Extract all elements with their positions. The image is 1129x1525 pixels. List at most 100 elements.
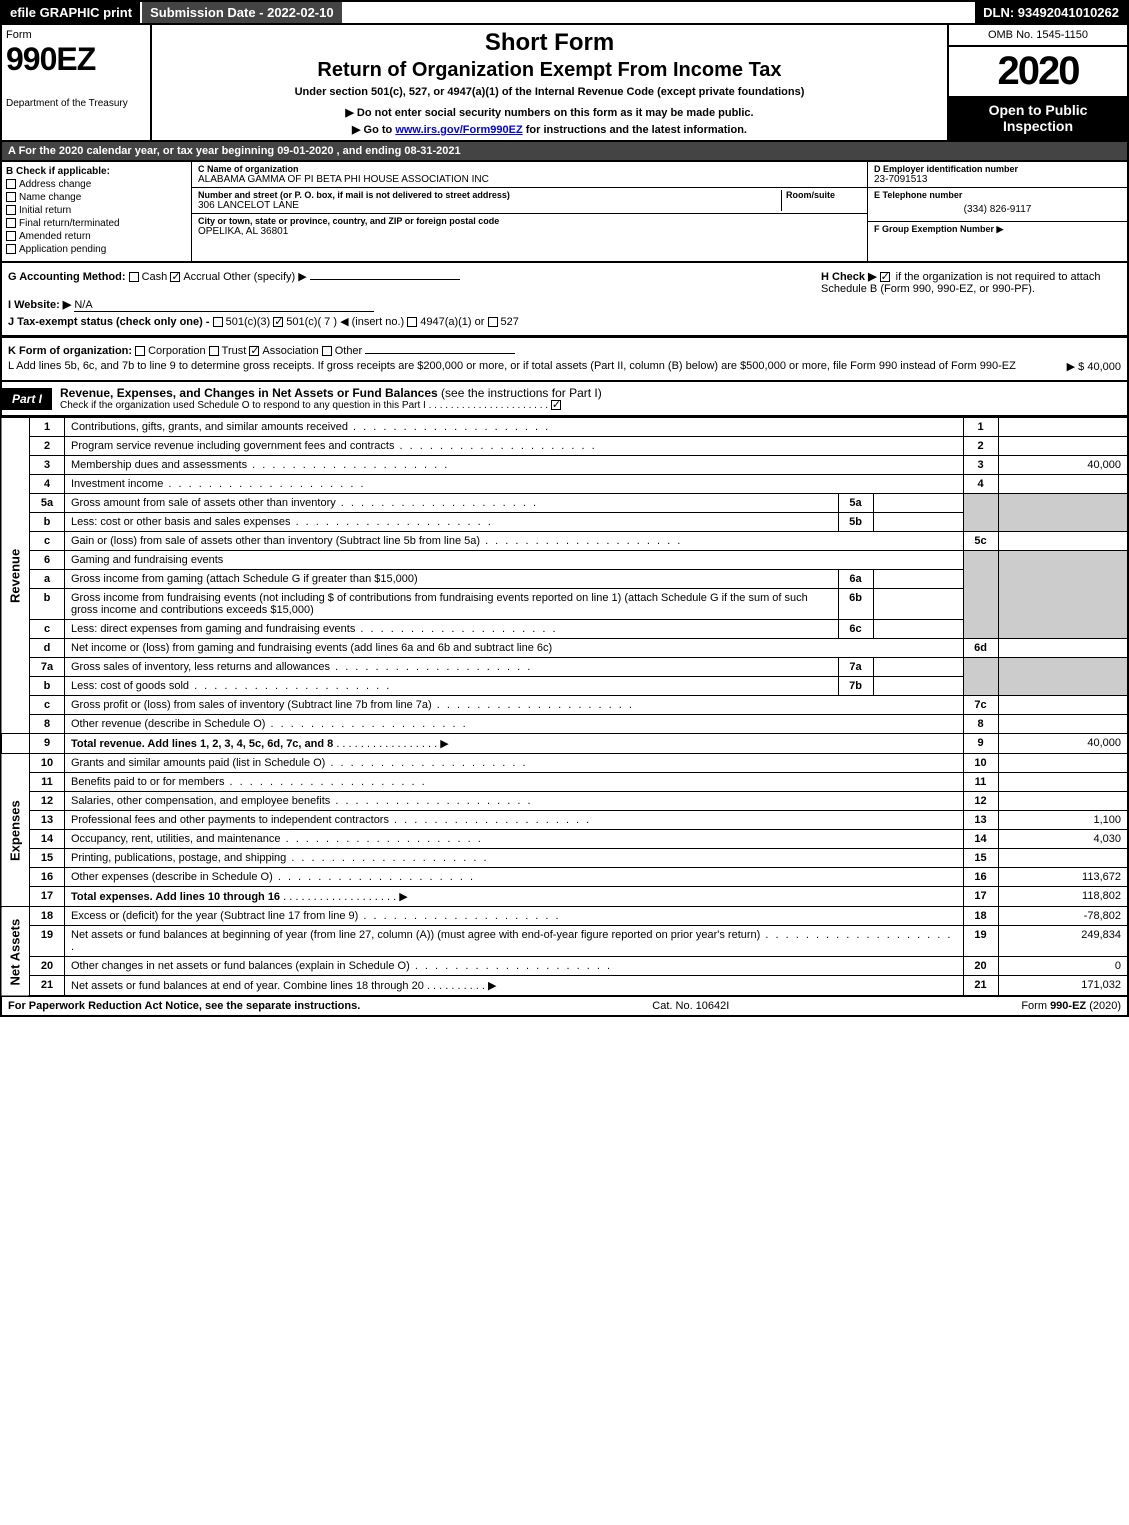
irs-link[interactable]: www.irs.gov/Form990EZ [395, 124, 522, 136]
table-row: 5aGross amount from sale of assets other… [1, 494, 1128, 513]
table-row: bLess: cost of goods sold7b [1, 677, 1128, 696]
main-box: B Check if applicable: Address change Na… [0, 162, 1129, 263]
table-row: bLess: cost or other basis and sales exp… [1, 513, 1128, 532]
tax-year: 2020 [949, 47, 1127, 96]
chk-501c[interactable] [273, 317, 283, 327]
chk-trust[interactable] [209, 346, 219, 356]
table-row: dNet income or (loss) from gaming and fu… [1, 639, 1128, 658]
table-row: 6Gaming and fundraising events [1, 551, 1128, 570]
side-revenue: Revenue [1, 418, 30, 734]
table-row: 2Program service revenue including gover… [1, 437, 1128, 456]
table-row: 4Investment income4 [1, 475, 1128, 494]
header-center: Short Form Return of Organization Exempt… [152, 25, 947, 140]
chk-schedule-o[interactable] [551, 400, 561, 410]
col-b-header: B Check if applicable: [6, 166, 187, 177]
table-row: 13Professional fees and other payments t… [1, 811, 1128, 830]
footer: For Paperwork Reduction Act Notice, see … [0, 997, 1129, 1017]
note-ssn: ▶ Do not enter social security numbers o… [160, 106, 939, 119]
city: OPELIKA, AL 36801 [198, 226, 861, 237]
table-row: 14Occupancy, rent, utilities, and mainte… [1, 830, 1128, 849]
table-row: aGross income from gaming (attach Schedu… [1, 570, 1128, 589]
side-netassets: Net Assets [1, 907, 30, 997]
form-label: Form [6, 29, 146, 41]
col-d-ein: D Employer identification number 23-7091… [867, 162, 1127, 261]
table-row: 12Salaries, other compensation, and empl… [1, 792, 1128, 811]
table-row: 20Other changes in net assets or fund ba… [1, 957, 1128, 976]
table-row: 7aGross sales of inventory, less returns… [1, 658, 1128, 677]
room-label: Room/suite [786, 190, 861, 200]
l-amount: ▶ $ 40,000 [1059, 360, 1121, 373]
footer-right: Form 990-EZ (2020) [1021, 1000, 1121, 1012]
table-row: cLess: direct expenses from gaming and f… [1, 620, 1128, 639]
dln: DLN: 93492041010262 [975, 2, 1127, 23]
dept-treasury: Department of the Treasury [6, 98, 146, 109]
chk-cash[interactable] [129, 272, 139, 282]
org-name-label: C Name of organization [198, 164, 861, 174]
chk-amended-return[interactable]: Amended return [6, 231, 187, 242]
chk-association[interactable] [249, 346, 259, 356]
header-left: Form 990EZ Department of the Treasury [2, 25, 152, 140]
efile-print[interactable]: efile GRAPHIC print [2, 2, 140, 23]
note-goto: ▶ Go to www.irs.gov/Form990EZ for instru… [160, 123, 939, 136]
table-row: 17Total expenses. Add lines 10 through 1… [1, 887, 1128, 907]
addr: 306 LANCELOT LANE [198, 200, 781, 211]
addr-label: Number and street (or P. O. box, if mail… [198, 190, 781, 200]
table-row: 11Benefits paid to or for members11 [1, 773, 1128, 792]
j-label: J Tax-exempt status (check only one) - [8, 316, 210, 328]
chk-application-pending[interactable]: Application pending [6, 244, 187, 255]
public-inspection: Open to Public Inspection [949, 96, 1127, 140]
side-expenses: Expenses [1, 754, 30, 907]
goto-pre: ▶ Go to [352, 124, 395, 136]
table-row: 9Total revenue. Add lines 1, 2, 3, 4, 5c… [1, 734, 1128, 754]
table-row: 8Other revenue (describe in Schedule O)8 [1, 715, 1128, 734]
goto-post: for instructions and the latest informat… [523, 124, 747, 136]
chk-other[interactable] [322, 346, 332, 356]
table-row: bGross income from fundraising events (n… [1, 589, 1128, 620]
header-right: OMB No. 1545-1150 2020 Open to Public In… [947, 25, 1127, 140]
k-label: K Form of organization: [8, 345, 132, 357]
chk-corporation[interactable] [135, 346, 145, 356]
section-ghij: G Accounting Method: Cash Accrual Other … [0, 263, 1129, 337]
chk-4947[interactable] [407, 317, 417, 327]
subtitle-section: Under section 501(c), 527, or 4947(a)(1)… [160, 86, 939, 98]
table-row: Net Assets 18Excess or (deficit) for the… [1, 907, 1128, 926]
chk-accrual[interactable] [170, 272, 180, 282]
section-kl: K Form of organization: Corporation Trus… [0, 337, 1129, 382]
title-return: Return of Organization Exempt From Incom… [160, 59, 939, 82]
table-row: Revenue 1Contributions, gifts, grants, a… [1, 418, 1128, 437]
chk-name-change[interactable]: Name change [6, 192, 187, 203]
ein-label: D Employer identification number [874, 164, 1121, 174]
form-header: Form 990EZ Department of the Treasury Sh… [0, 25, 1129, 142]
col-c-org: C Name of organization ALABAMA GAMMA OF … [192, 162, 867, 261]
table-row: 21Net assets or fund balances at end of … [1, 976, 1128, 997]
chk-501c3[interactable] [213, 317, 223, 327]
topbar: efile GRAPHIC print Submission Date - 20… [0, 0, 1129, 25]
chk-address-change[interactable]: Address change [6, 179, 187, 190]
table-row: cGain or (loss) from sale of assets othe… [1, 532, 1128, 551]
chk-527[interactable] [488, 317, 498, 327]
group-exemption-label: F Group Exemption Number ▶ [874, 224, 1121, 235]
ein: 23-7091513 [874, 174, 1121, 185]
table-row: 19Net assets or fund balances at beginni… [1, 926, 1128, 957]
footer-center: Cat. No. 10642I [652, 1000, 729, 1012]
table-row: 16Other expenses (describe in Schedule O… [1, 868, 1128, 887]
table-row: 15Printing, publications, postage, and s… [1, 849, 1128, 868]
part1-table: Revenue 1Contributions, gifts, grants, a… [0, 417, 1129, 997]
part1-title: Revenue, Expenses, and Changes in Net As… [52, 382, 1127, 415]
footer-left: For Paperwork Reduction Act Notice, see … [8, 1000, 360, 1012]
chk-final-return[interactable]: Final return/terminated [6, 218, 187, 229]
row-a-tax-year: A For the 2020 calendar year, or tax yea… [0, 142, 1129, 162]
chk-schedule-b[interactable] [880, 272, 890, 282]
part1-header: Part I Revenue, Expenses, and Changes in… [0, 382, 1129, 417]
col-b-check: B Check if applicable: Address change Na… [2, 162, 192, 261]
form-number: 990EZ [6, 41, 146, 78]
table-row: cGross profit or (loss) from sales of in… [1, 696, 1128, 715]
chk-initial-return[interactable]: Initial return [6, 205, 187, 216]
tel-label: E Telephone number [874, 190, 1121, 200]
city-label: City or town, state or province, country… [198, 216, 861, 226]
l-text: L Add lines 5b, 6c, and 7b to line 9 to … [8, 360, 1059, 373]
h-label: H Check ▶ [821, 271, 877, 283]
part1-tab: Part I [2, 388, 52, 410]
title-short-form: Short Form [160, 29, 939, 57]
submission-date: Submission Date - 2022-02-10 [140, 2, 342, 23]
